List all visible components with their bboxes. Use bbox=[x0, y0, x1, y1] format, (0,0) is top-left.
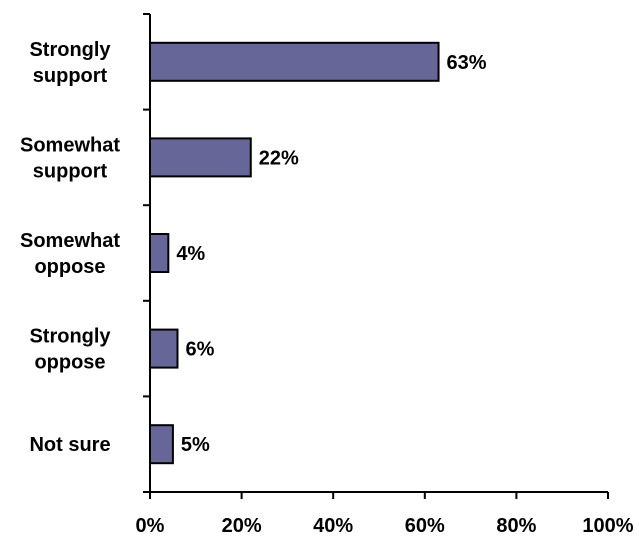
value-label: 5% bbox=[181, 434, 210, 456]
bar bbox=[149, 137, 252, 178]
category-labels: Strongly support Somewhat support Somewhat op… bbox=[20, 39, 120, 456]
category-label: Somewhat oppose bbox=[20, 230, 120, 278]
category-label-line: Not sure bbox=[29, 434, 110, 456]
x-tick-labels: 0% 20% 40% 60% 80% 100% bbox=[136, 515, 634, 537]
value-label: 22% bbox=[259, 147, 299, 169]
category-label-line: Strongly bbox=[29, 39, 111, 61]
x-tick-label: 100% bbox=[582, 515, 633, 537]
category-label: Strongly support bbox=[29, 39, 111, 87]
value-label: 63% bbox=[447, 52, 487, 74]
x-tick-label: 60% bbox=[405, 515, 445, 537]
bar bbox=[149, 41, 440, 82]
category-label-line: Somewhat bbox=[20, 230, 120, 252]
x-tick-label: 0% bbox=[136, 515, 165, 537]
category-label-line: oppose bbox=[34, 352, 105, 374]
category-label: Somewhat support bbox=[20, 134, 120, 182]
category-label-line: support bbox=[33, 65, 108, 87]
category-label-line: support bbox=[33, 160, 108, 182]
value-labels: 63% 22% 4% 6% 5% bbox=[176, 52, 486, 456]
category-label-line: Strongly bbox=[29, 326, 111, 348]
bar bbox=[149, 233, 170, 273]
x-tick-label: 20% bbox=[222, 515, 262, 537]
category-label-line: oppose bbox=[34, 256, 105, 278]
value-label: 4% bbox=[176, 243, 205, 265]
x-tick-label: 80% bbox=[496, 515, 536, 537]
category-label-line: Somewhat bbox=[20, 134, 120, 156]
x-axis bbox=[149, 491, 609, 499]
value-label: 6% bbox=[185, 339, 214, 361]
category-label: Strongly oppose bbox=[29, 326, 111, 374]
category-label: Not sure bbox=[29, 434, 110, 456]
y-axis bbox=[143, 13, 151, 493]
x-tick-label: 40% bbox=[313, 515, 353, 537]
bar bbox=[149, 424, 174, 465]
bar bbox=[149, 328, 179, 369]
bars bbox=[149, 41, 440, 465]
